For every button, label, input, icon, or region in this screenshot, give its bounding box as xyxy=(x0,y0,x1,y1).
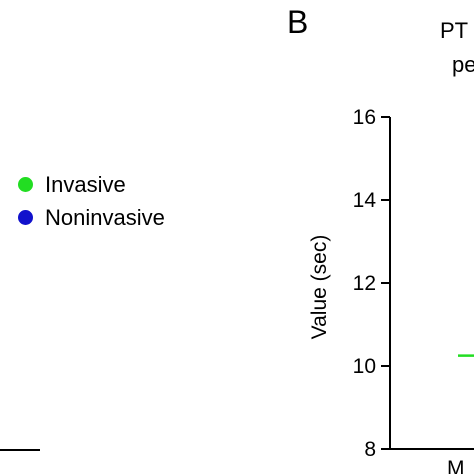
y-tick-label-10: 10 xyxy=(353,355,376,378)
y-tick-label-14: 14 xyxy=(353,189,377,212)
panel-a-x-axis-fragment xyxy=(0,449,40,451)
legend-item-invasive: Invasive xyxy=(18,168,165,201)
legend-item-noninvasive: Noninvasive xyxy=(18,201,165,234)
y-tick-label-8: 8 xyxy=(364,438,376,461)
legend-label-invasive: Invasive xyxy=(45,171,126,197)
legend-label-noninvasive: Noninvasive xyxy=(45,204,165,230)
y-axis-label: Value (sec) xyxy=(308,235,331,340)
chart-title-line-2: pe xyxy=(452,52,474,77)
y-tick-label-12: 12 xyxy=(353,272,376,295)
panel-label: B xyxy=(287,4,309,40)
legend-marker-noninvasive xyxy=(18,210,33,225)
y-tick-label-16: 16 xyxy=(353,106,376,129)
chart-title-line-1: PT xyxy=(440,18,469,43)
x-tick-label: M xyxy=(447,457,465,474)
legend-marker-invasive xyxy=(18,177,33,192)
legend: Invasive Noninvasive xyxy=(18,168,165,234)
